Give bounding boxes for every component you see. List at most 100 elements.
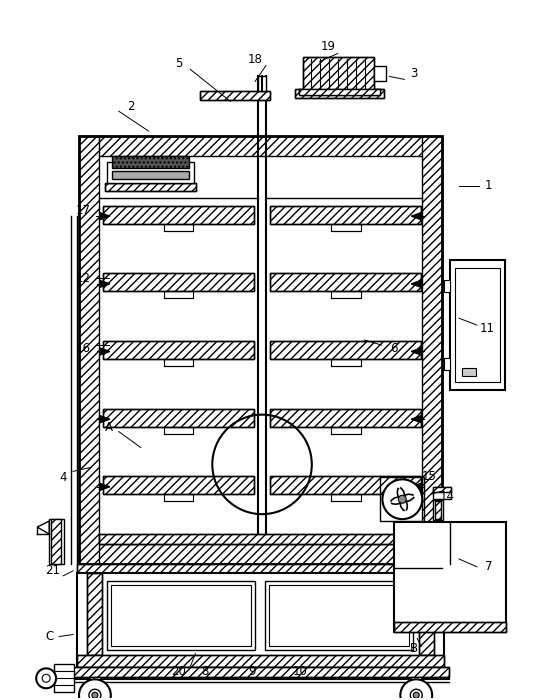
- Text: 10: 10: [293, 665, 307, 678]
- Text: C: C: [45, 630, 53, 643]
- Circle shape: [36, 668, 56, 688]
- Bar: [422, 136, 442, 564]
- Bar: [107, 162, 195, 183]
- Bar: [103, 206, 254, 224]
- Bar: [270, 206, 421, 224]
- Bar: [331, 494, 360, 501]
- Bar: [270, 274, 421, 291]
- Text: 12: 12: [75, 272, 91, 285]
- Bar: [395, 622, 506, 631]
- Bar: [419, 573, 434, 655]
- Bar: [103, 476, 254, 494]
- Polygon shape: [100, 281, 110, 287]
- Text: 8: 8: [202, 665, 209, 678]
- Bar: [164, 426, 193, 433]
- Bar: [77, 564, 444, 573]
- Bar: [450, 260, 505, 390]
- Text: 11: 11: [479, 321, 494, 335]
- Bar: [444, 358, 450, 370]
- Bar: [107, 581, 255, 650]
- Bar: [331, 426, 360, 433]
- Bar: [164, 291, 193, 298]
- Circle shape: [89, 690, 101, 700]
- Text: 17: 17: [75, 204, 91, 217]
- Text: 14: 14: [440, 490, 455, 503]
- Text: A: A: [105, 421, 113, 434]
- Bar: [79, 136, 442, 156]
- Circle shape: [383, 480, 422, 519]
- Bar: [105, 183, 196, 191]
- Bar: [87, 573, 102, 655]
- Bar: [331, 359, 360, 366]
- Bar: [270, 341, 421, 359]
- Text: 20: 20: [171, 665, 186, 678]
- Bar: [79, 136, 442, 564]
- Polygon shape: [411, 348, 421, 355]
- Bar: [72, 667, 449, 678]
- Bar: [444, 281, 450, 293]
- Polygon shape: [411, 213, 421, 220]
- Bar: [54, 664, 74, 692]
- Bar: [111, 584, 251, 647]
- Text: 2: 2: [127, 100, 134, 113]
- Bar: [103, 341, 254, 359]
- Bar: [433, 487, 451, 499]
- Bar: [103, 341, 254, 359]
- Polygon shape: [100, 483, 110, 490]
- Text: 15: 15: [422, 470, 437, 483]
- Bar: [99, 534, 422, 544]
- Bar: [380, 477, 424, 521]
- Bar: [270, 274, 421, 291]
- Bar: [77, 655, 444, 667]
- Text: 16: 16: [75, 342, 91, 354]
- Bar: [270, 409, 421, 426]
- Text: 5: 5: [175, 57, 182, 70]
- Polygon shape: [100, 213, 110, 220]
- Bar: [79, 544, 442, 564]
- Bar: [411, 678, 421, 695]
- Bar: [79, 136, 99, 564]
- Bar: [419, 573, 434, 655]
- Polygon shape: [100, 416, 110, 423]
- Bar: [303, 57, 375, 91]
- Text: B: B: [410, 642, 418, 655]
- Bar: [258, 76, 266, 91]
- Circle shape: [413, 692, 419, 698]
- Bar: [270, 476, 421, 494]
- Bar: [201, 91, 270, 100]
- Polygon shape: [411, 281, 421, 287]
- Bar: [77, 573, 444, 667]
- Bar: [295, 90, 384, 98]
- Text: 18: 18: [248, 53, 262, 66]
- Bar: [270, 206, 421, 224]
- Bar: [270, 341, 421, 359]
- Bar: [103, 274, 254, 291]
- Text: 19: 19: [320, 40, 335, 53]
- Bar: [164, 494, 193, 501]
- Bar: [265, 581, 413, 650]
- Bar: [103, 206, 254, 224]
- Text: 1: 1: [485, 179, 493, 193]
- Bar: [103, 409, 254, 426]
- Bar: [435, 501, 441, 519]
- Bar: [87, 573, 102, 655]
- Bar: [72, 667, 449, 678]
- Polygon shape: [411, 483, 421, 490]
- Text: 4: 4: [59, 471, 67, 484]
- Bar: [299, 90, 380, 95]
- Bar: [103, 274, 254, 291]
- Polygon shape: [100, 348, 110, 355]
- Circle shape: [401, 679, 432, 700]
- Bar: [49, 519, 64, 564]
- Circle shape: [79, 679, 111, 700]
- Bar: [299, 90, 380, 95]
- Bar: [105, 183, 196, 191]
- Bar: [270, 409, 421, 426]
- Circle shape: [398, 496, 406, 503]
- Text: 7: 7: [485, 561, 493, 573]
- Bar: [395, 522, 506, 631]
- Bar: [77, 655, 444, 667]
- Bar: [331, 224, 360, 230]
- Polygon shape: [411, 416, 421, 423]
- Text: 3: 3: [411, 67, 418, 80]
